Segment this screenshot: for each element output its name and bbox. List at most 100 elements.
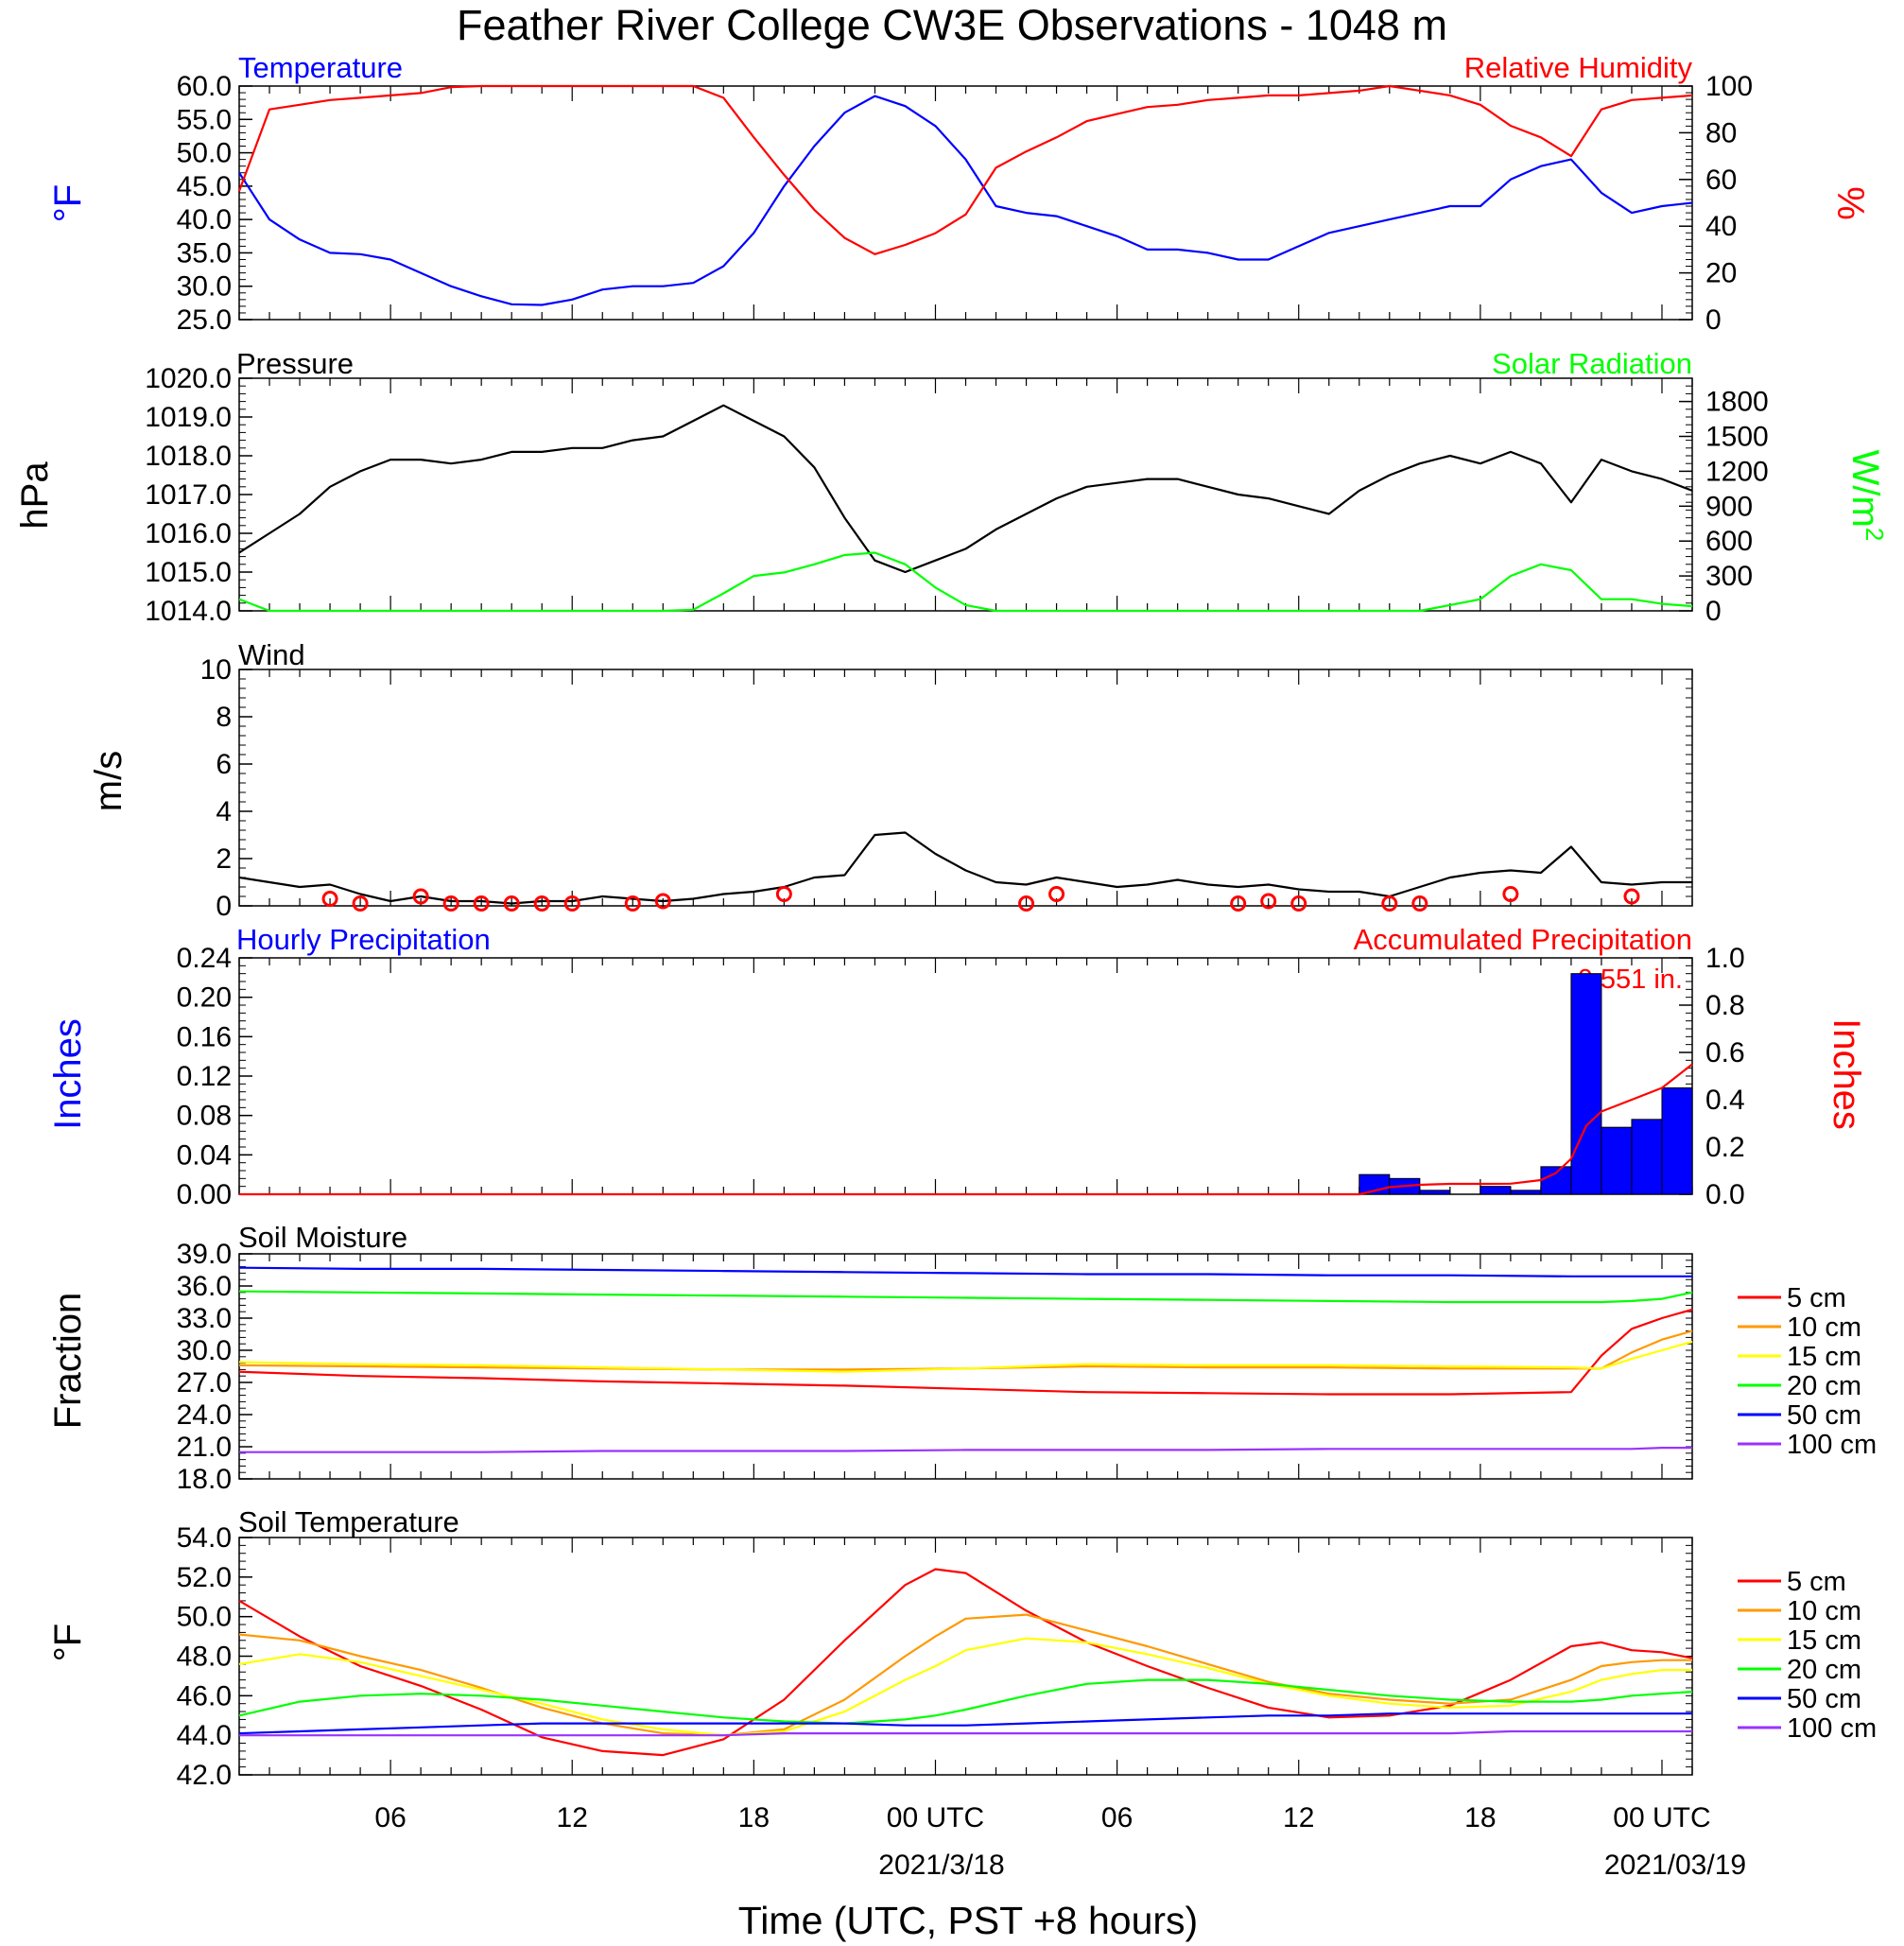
calm-wind-marker: [1411, 895, 1428, 912]
soil-moisture-title: Soil Moisture: [238, 1221, 407, 1254]
calm-wind-marker: [1018, 895, 1035, 912]
calm-wind-marker: [442, 895, 459, 912]
pressure-title: Pressure: [236, 347, 354, 380]
x-tick-label: 12: [557, 1802, 588, 1833]
wind-panel: Wind m/s 10 8 6 4 2 0: [88, 638, 1693, 922]
calm-wind-marker: [1502, 886, 1519, 902]
y-tick-label: 33.0: [177, 1303, 232, 1334]
calm-wind-marker: [321, 891, 338, 907]
y-tick-label: 48.0: [177, 1642, 232, 1673]
y-tick-label: 0.20: [177, 982, 232, 1014]
wind-title: Wind: [238, 638, 305, 671]
calm-wind-marker: [533, 895, 550, 912]
calm-wind-marker: [1623, 888, 1640, 905]
y-right-tick-label: 0: [1705, 304, 1722, 336]
y-tick-label: 39.0: [177, 1239, 232, 1270]
legend-label: 100 cm: [1787, 1713, 1877, 1744]
series-line-temp_rh-1: [237, 84, 1693, 255]
accumulated-precip-title: Accumulated Precipitation: [1354, 923, 1692, 956]
date-label-1: 2021/3/18: [878, 1850, 1004, 1881]
y-tick-label: 36.0: [177, 1271, 232, 1302]
y-tick-label: 40.0: [177, 204, 232, 235]
calm-wind-marker: [1048, 886, 1065, 902]
legend-label: 20 cm: [1787, 1655, 1861, 1685]
y-right-tick-label: 0.2: [1705, 1132, 1745, 1163]
calm-wind-marker: [1381, 895, 1398, 912]
legend-label: 15 cm: [1787, 1342, 1861, 1372]
series-line-soil_moisture-4: [238, 1266, 1692, 1277]
calm-wind-marker: [473, 895, 490, 912]
legend-label: 10 cm: [1787, 1312, 1861, 1343]
pressure-solar-panel: Pressure Solar Radiation hPa W/m2 1020.0…: [14, 347, 1889, 627]
wind-unit-label: m/s: [88, 751, 130, 811]
soil-temperature-title: Soil Temperature: [238, 1505, 459, 1538]
y-tick-label: 44.0: [177, 1720, 232, 1751]
y-tick-label: 0.12: [177, 1061, 232, 1092]
calm-wind-marker: [352, 895, 369, 912]
y-tick-label: 0.24: [177, 943, 232, 974]
y-tick-label: 0.16: [177, 1021, 232, 1052]
y-tick-label: 35.0: [177, 237, 232, 269]
x-tick-label: 12: [1283, 1802, 1314, 1833]
y-tick-label: 21.0: [177, 1432, 232, 1463]
y-tick-label: 18.0: [177, 1464, 232, 1495]
y-right-tick-label: 600: [1705, 526, 1753, 557]
legend-label: 5 cm: [1787, 1567, 1846, 1597]
calm-wind-marker: [624, 895, 641, 912]
y-tick-label: 0.00: [177, 1179, 232, 1210]
series-line-pressure_solar-1: [238, 551, 1693, 613]
y-tick-label: 54.0: [177, 1522, 232, 1554]
legend-label: 20 cm: [1787, 1371, 1861, 1401]
plot-frame: [238, 85, 1693, 321]
x-tick-label: 06: [1101, 1802, 1133, 1833]
precip-bar: [1480, 1186, 1512, 1195]
y-right-tick-label: 900: [1705, 491, 1753, 522]
y-tick-label: 0.08: [177, 1101, 232, 1132]
y-tick-label: 1014.0: [145, 596, 232, 627]
y-tick-label: 25.0: [177, 304, 232, 336]
y-right-tick-label: 20: [1705, 258, 1737, 289]
calm-wind-marker: [1260, 893, 1277, 910]
precip-bar: [1570, 973, 1602, 1195]
y-tick-label: 1016.0: [145, 518, 232, 549]
plot-frame: [238, 377, 1693, 612]
plot-frame: [238, 957, 1693, 1195]
legend-label: 10 cm: [1787, 1596, 1861, 1626]
y-right-tick-label: 1.0: [1705, 943, 1745, 974]
legend-label: 15 cm: [1787, 1625, 1861, 1656]
y-tick-label: 46.0: [177, 1680, 232, 1711]
y-tick-label: 10: [200, 654, 232, 686]
y-right-tick-label: 0.4: [1705, 1085, 1745, 1116]
series-line-soil_temp-5: [239, 1729, 1692, 1737]
x-axis-labels: 06 12 18 00 UTC 06 12 18 00 UTC: [374, 1802, 1710, 1833]
y-right-tick-label: 0.0: [1705, 1179, 1745, 1210]
date-label-2: 2021/03/19: [1604, 1850, 1746, 1881]
figure-title: Feather River College CW3E Observations …: [457, 1, 1447, 49]
soil-moisture-unit-label: Fraction: [47, 1293, 89, 1430]
series-line-temp_rh-0: [238, 95, 1693, 306]
y-tick-label: 6: [216, 749, 232, 780]
y-tick-label: 0.04: [177, 1139, 232, 1171]
accum-precip-unit-label: Inches: [1826, 1018, 1867, 1130]
solar-radiation-title: Solar Radiation: [1492, 347, 1692, 380]
y-tick-label: 0: [216, 891, 232, 922]
pressure-unit-label: hPa: [14, 461, 56, 530]
y-tick-label: 50.0: [177, 138, 232, 169]
precip-bar: [1601, 1126, 1633, 1195]
y-right-tick-label: 0.8: [1705, 990, 1745, 1021]
y-tick-label: 30.0: [177, 1335, 232, 1366]
precip-bar: [1540, 1166, 1572, 1195]
calm-wind-marker: [503, 895, 520, 912]
calm-wind-marker: [775, 886, 792, 902]
temperature-title: Temperature: [238, 51, 403, 84]
x-tick-label: 18: [1464, 1802, 1496, 1833]
humidity-unit-label: %: [1829, 186, 1871, 220]
y-right-tick-label: 80: [1705, 117, 1737, 148]
hourly-precip-unit-label: Inches: [47, 1018, 89, 1130]
series-line-soil_moisture-0: [238, 1308, 1693, 1396]
series-line-soil_moisture-1: [238, 1329, 1693, 1371]
y-tick-label: 24.0: [177, 1399, 232, 1431]
series-line-soil_temp-1: [238, 1613, 1692, 1737]
y-tick-label: 27.0: [177, 1367, 232, 1399]
